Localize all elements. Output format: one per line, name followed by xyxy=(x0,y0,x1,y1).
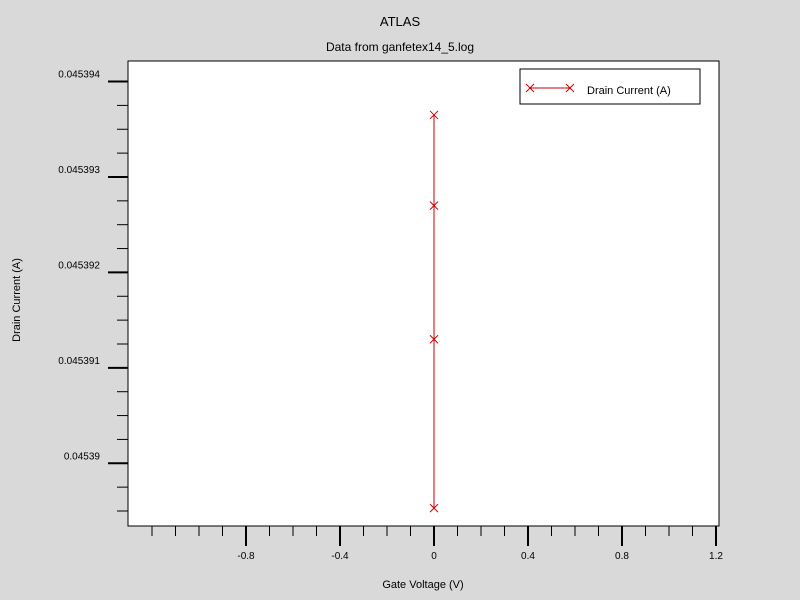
x-tick-label: -0.4 xyxy=(331,551,349,562)
data-point xyxy=(429,110,439,120)
x-tick-label: 0 xyxy=(431,551,437,562)
x-tick-label: 1.2 xyxy=(709,551,723,562)
data-point xyxy=(429,201,439,210)
chart-subtitle: Data from ganfetex14_5.log xyxy=(326,40,474,54)
y-tick-label: 0.04539 xyxy=(64,451,101,462)
y-axis-label: Drain Current (A) xyxy=(11,258,23,342)
data-point xyxy=(429,334,439,344)
legend-label: Drain Current (A) xyxy=(587,85,671,97)
legend-box xyxy=(519,68,701,105)
y-tick-label: 0.045394 xyxy=(58,70,100,81)
legend-marker xyxy=(525,83,535,93)
data-point xyxy=(429,503,439,513)
x-tick-label: 0.8 xyxy=(615,551,629,562)
x-axis-label: Gate Voltage (V) xyxy=(382,579,463,591)
series-layer xyxy=(429,110,439,513)
x-tick-label: -0.8 xyxy=(237,551,255,562)
y-axis: 0.04539 0.045391 0.045392 0.045393 0.045394 xyxy=(58,70,128,512)
chart-title: ATLAS xyxy=(380,14,421,29)
x-tick-label: 0.4 xyxy=(521,551,535,562)
y-tick-label: 0.045393 xyxy=(58,165,100,176)
plot-area xyxy=(127,60,720,527)
x-axis: -0.8 -0.4 0 0.4 0.8 1.2 xyxy=(151,526,723,562)
legend-marker xyxy=(565,83,575,93)
y-tick-label: 0.045391 xyxy=(58,356,100,367)
legend: Drain Current (A) xyxy=(519,68,701,105)
legend-swatch xyxy=(525,83,575,93)
y-tick-label: 0.045392 xyxy=(58,260,100,271)
